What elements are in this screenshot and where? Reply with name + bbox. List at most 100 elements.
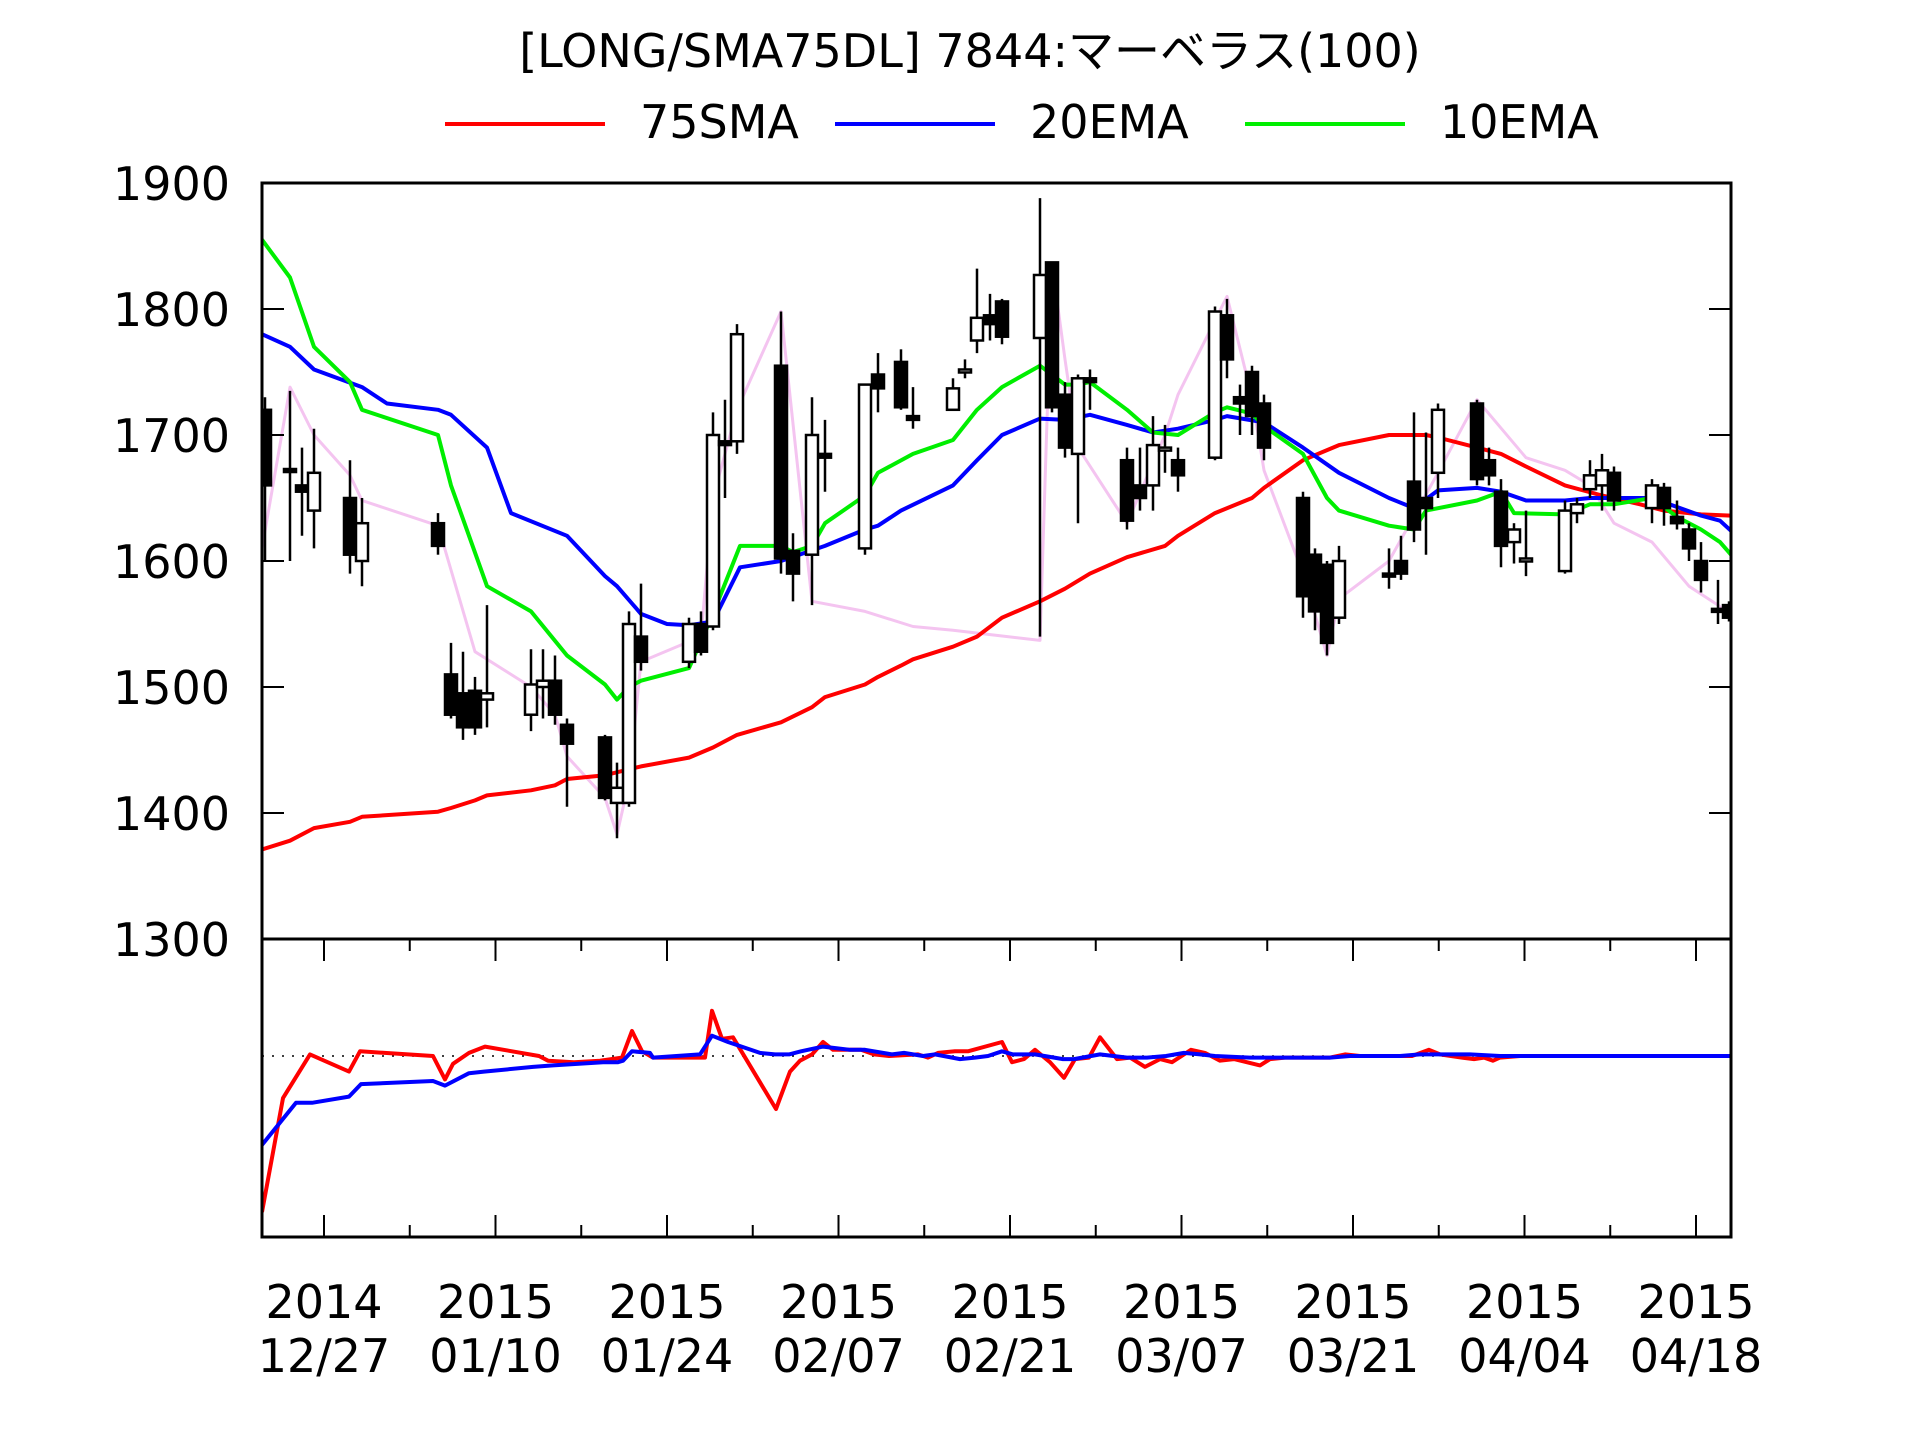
chart-title: [LONG/SMA75DL] 7844:マーベラス(100)	[519, 24, 1421, 78]
price-panel	[262, 198, 1731, 852]
candle	[1681, 523, 1697, 561]
candle-body-down	[1606, 471, 1622, 502]
candle-body-up	[857, 383, 873, 550]
candle	[957, 359, 973, 379]
candle	[479, 605, 495, 728]
candle-body-down	[1481, 458, 1497, 477]
candle-body-down	[693, 622, 709, 653]
x-tick-year: 2014	[265, 1275, 382, 1329]
candle-body-down	[1469, 402, 1485, 481]
candle	[1170, 447, 1186, 492]
candle	[870, 353, 886, 413]
candle-body-up	[1157, 446, 1173, 452]
candle	[1219, 298, 1235, 379]
candle	[1418, 432, 1434, 555]
candle-body-down	[1693, 559, 1709, 582]
candle-body-down	[1393, 559, 1409, 575]
legend-label-20ema: 20EMA	[1030, 95, 1189, 149]
candle-body-down	[1044, 261, 1060, 409]
y-tick-label: 1300	[113, 913, 230, 967]
candle-body-up	[1557, 509, 1573, 573]
x-tick-date: 02/07	[772, 1329, 905, 1383]
candle	[804, 397, 820, 606]
price-series	[262, 198, 1731, 852]
y-tick-label: 1700	[113, 409, 230, 463]
candle	[523, 649, 539, 732]
candle	[1145, 416, 1161, 511]
candle-body-down	[342, 496, 358, 556]
candle	[705, 412, 721, 631]
candle	[621, 611, 637, 807]
y-tick-label: 1400	[113, 787, 230, 841]
candle-body-down	[467, 689, 483, 729]
x-tick-year: 2015	[1123, 1275, 1240, 1329]
candle-body-up	[729, 332, 745, 443]
x-tick-date: 04/18	[1630, 1329, 1763, 1383]
candle	[1481, 447, 1497, 486]
y-tick-label: 1800	[113, 283, 230, 337]
candle	[1469, 399, 1485, 486]
x-tick-date: 01/24	[601, 1329, 734, 1383]
candle-body-down	[1170, 458, 1186, 477]
x-tick-year: 2015	[1466, 1275, 1583, 1329]
candle-body-down	[455, 692, 471, 729]
candle	[1656, 482, 1672, 526]
indicator-series	[262, 1008, 1731, 1213]
candle-body-down	[1381, 572, 1397, 578]
candle-body-down	[905, 414, 921, 422]
candle	[1644, 479, 1660, 524]
candle	[1244, 365, 1260, 435]
candle	[559, 718, 575, 807]
legend: 75SMA 20EMA 10EMA	[445, 95, 1599, 149]
x-tick-date: 12/27	[258, 1329, 391, 1383]
candle-body-down	[1057, 393, 1073, 449]
candle-body-down	[1656, 486, 1672, 510]
candle-body-up	[957, 368, 973, 374]
candle	[1557, 500, 1573, 574]
indicator-panel-frame	[260, 937, 1733, 1239]
candle-body-down	[893, 360, 909, 409]
candle	[1406, 412, 1422, 543]
candle-body-up	[1644, 484, 1660, 510]
candle-body-up	[681, 622, 697, 664]
candle-body-down	[1418, 496, 1434, 510]
candle-body-down	[282, 467, 298, 474]
x-tick-year: 2015	[1637, 1275, 1754, 1329]
candle	[817, 419, 833, 492]
x-tick-year: 2015	[951, 1275, 1068, 1329]
candle-body-up	[523, 683, 539, 716]
candle-body-up	[1070, 377, 1086, 456]
candle	[547, 655, 563, 725]
candle	[1070, 374, 1086, 524]
x-tick-date: 02/21	[944, 1329, 1077, 1383]
candle-body-up	[804, 433, 820, 556]
candle-body-down	[773, 364, 789, 560]
x-tick-year: 2015	[1294, 1275, 1411, 1329]
candle	[1518, 510, 1534, 577]
x-tick-year: 2015	[608, 1275, 725, 1329]
candle	[1393, 535, 1409, 580]
candle-body-up	[1430, 408, 1446, 475]
candle	[1381, 548, 1397, 589]
candle-body-down	[1295, 496, 1311, 598]
candle-body-down	[1232, 395, 1248, 405]
candle	[1606, 466, 1622, 511]
candle	[1295, 491, 1311, 618]
line-20ema	[262, 332, 1731, 628]
candle-body-down	[1669, 515, 1685, 525]
candle-body-down	[1307, 553, 1323, 613]
candle-body-up	[479, 692, 495, 701]
candle-body-down	[717, 440, 733, 447]
candle	[1119, 447, 1135, 530]
candle	[1132, 447, 1148, 511]
candle-body-up	[969, 316, 985, 342]
candle-body-down	[1493, 490, 1509, 548]
y-tick-label: 1900	[113, 157, 230, 211]
candle	[945, 378, 961, 412]
candle-body-up	[1207, 310, 1223, 459]
candle-body-down	[870, 373, 886, 390]
candle-body-down	[1256, 402, 1272, 449]
candle	[1506, 523, 1522, 564]
candle	[1331, 545, 1347, 624]
